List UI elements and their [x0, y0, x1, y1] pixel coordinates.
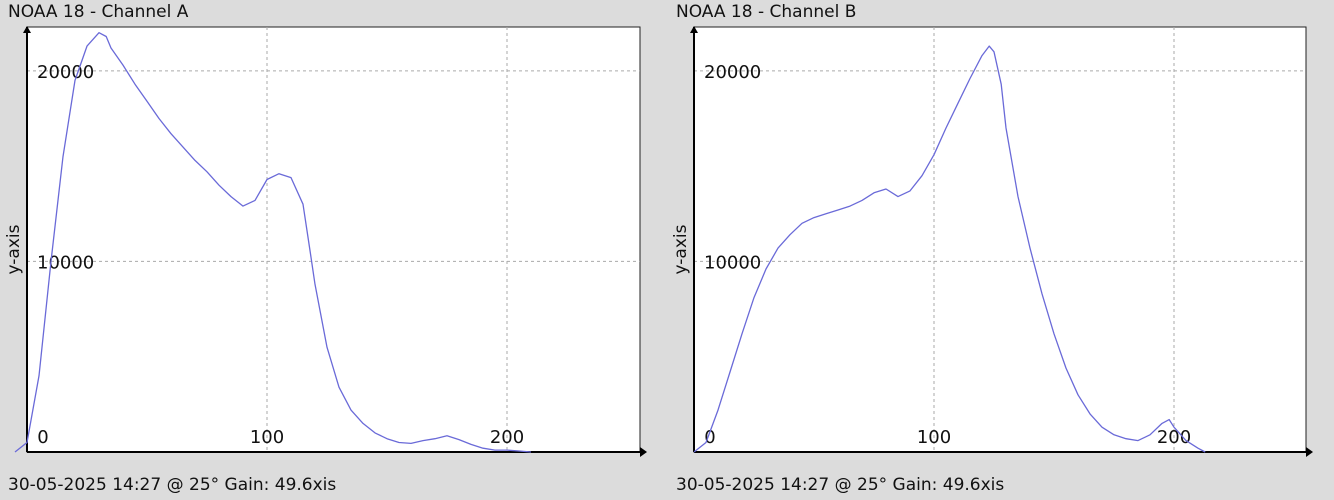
- chart-a-footer-info: 30-05-2025 14:27 @ 25° Gain: 49.6: [8, 475, 313, 495]
- chart-a-y-tick-label: 20000: [37, 62, 94, 83]
- chart-b-y-tick-label: 20000: [704, 62, 761, 83]
- chart-b-x-tick-label: 0: [704, 427, 715, 448]
- chart-b-x-tick-label: 200: [1157, 427, 1191, 448]
- chart-a-x-tick-label: 0: [37, 427, 48, 448]
- chart-a-x-tick-label: 100: [250, 427, 284, 448]
- chart-a-plot-area: [26, 26, 641, 453]
- chart-b-x-tick-label: 100: [917, 427, 951, 448]
- chart-b-footer-axis: xis: [980, 475, 1005, 495]
- chart-a-y-tick-label: 10000: [37, 252, 94, 273]
- chart-b-footer: 30-05-2025 14:27 @ 25° Gain: 49.6xis: [676, 475, 1004, 495]
- chart-b-plot-area: [693, 26, 1307, 453]
- chart-b-y-axis-label: y-axis: [671, 224, 691, 274]
- chart-a-footer: 30-05-2025 14:27 @ 25° Gain: 49.6xis: [8, 475, 336, 495]
- chart-a-title: NOAA 18 - Channel A: [8, 2, 189, 22]
- chart-a-x-tick-label: 200: [490, 427, 524, 448]
- chart-b-y-tick-label: 10000: [704, 252, 761, 273]
- chart-b-footer-info: 30-05-2025 14:27 @ 25° Gain: 49.6: [676, 475, 981, 495]
- chart-b-series-line: [693, 45, 1206, 453]
- chart-a-y-axis-label: y-axis: [4, 224, 24, 274]
- chart-a-footer-axis: xis: [312, 475, 337, 495]
- chart-a-y-axis-arrow: [23, 26, 31, 33]
- chart-b-y-axis-arrow: [690, 26, 698, 33]
- chart-b-title: NOAA 18 - Channel B: [676, 2, 857, 22]
- chart-a-series-line: [14, 32, 532, 453]
- chart-b-x-axis-arrow: [1306, 447, 1313, 457]
- chart-a-x-axis-arrow: [640, 447, 647, 457]
